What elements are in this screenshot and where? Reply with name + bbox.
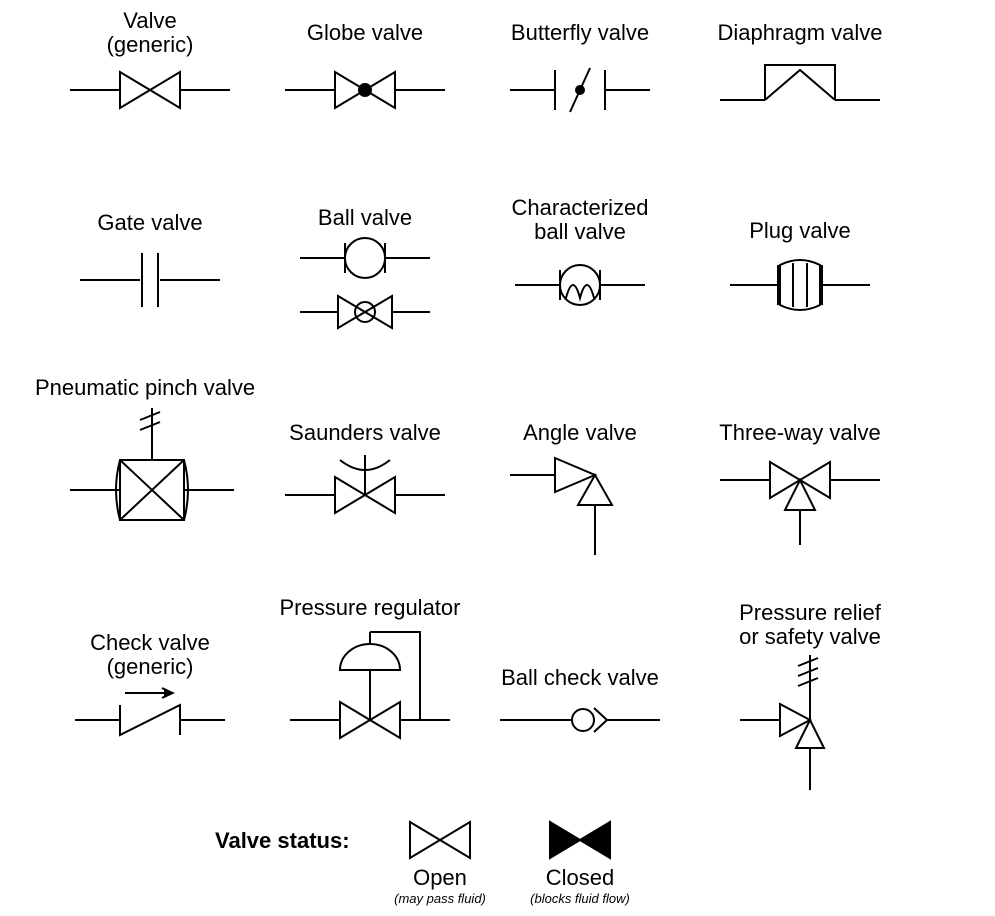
globe-valve-symbol: Globe valve	[285, 20, 445, 108]
plug-valve-symbol: Plug valve	[730, 218, 870, 310]
open-sublabel: (may pass fluid)	[394, 891, 486, 906]
char-ball-label-1: Characterized	[512, 195, 649, 220]
open-label: Open	[413, 865, 467, 890]
valve-generic-symbol: Valve (generic)	[70, 8, 230, 108]
valve-status-heading: Valve status:	[215, 828, 350, 853]
globe-valve-label: Globe valve	[307, 20, 423, 45]
pneumatic-pinch-label: Pneumatic pinch valve	[35, 375, 255, 400]
angle-valve-label: Angle valve	[523, 420, 637, 445]
check-valve-label-2: (generic)	[107, 654, 194, 679]
ball-valve-label: Ball valve	[318, 205, 412, 230]
plug-valve-label: Plug valve	[749, 218, 851, 243]
pressure-regulator-symbol: Pressure regulator	[280, 595, 461, 738]
check-valve-label-1: Check valve	[90, 630, 210, 655]
valve-symbols-diagram: Valve (generic) Globe valve Butterfly va…	[0, 0, 995, 916]
ball-check-valve-symbol: Ball check valve	[500, 665, 660, 732]
gate-valve-label: Gate valve	[97, 210, 202, 235]
gate-valve-symbol: Gate valve	[80, 210, 220, 307]
three-way-valve-label: Three-way valve	[719, 420, 880, 445]
butterfly-valve-symbol: Butterfly valve	[510, 20, 650, 112]
closed-label: Closed	[546, 865, 614, 890]
pressure-relief-valve-symbol: Pressure relief or safety valve	[739, 600, 882, 790]
valve-generic-label-2: (generic)	[107, 32, 194, 57]
closed-sublabel: (blocks fluid flow)	[530, 891, 630, 906]
ball-check-valve-label: Ball check valve	[501, 665, 659, 690]
characterized-ball-valve-symbol: Characterized ball valve	[512, 195, 649, 305]
char-ball-label-2: ball valve	[534, 219, 626, 244]
pressure-regulator-label: Pressure regulator	[280, 595, 461, 620]
angle-valve-symbol: Angle valve	[510, 420, 637, 555]
relief-valve-label-2: or safety valve	[739, 624, 881, 649]
saunders-valve-symbol: Saunders valve	[285, 420, 445, 513]
relief-valve-label-1: Pressure relief	[739, 600, 882, 625]
ball-valve-symbol: Ball valve	[300, 205, 430, 328]
saunders-valve-label: Saunders valve	[289, 420, 441, 445]
valve-generic-label-1: Valve	[123, 8, 176, 33]
diaphragm-valve-label: Diaphragm valve	[717, 20, 882, 45]
pneumatic-pinch-valve-symbol: Pneumatic pinch valve	[35, 375, 255, 520]
butterfly-valve-label: Butterfly valve	[511, 20, 649, 45]
check-valve-symbol: Check valve (generic)	[75, 630, 225, 735]
three-way-valve-symbol: Three-way valve	[719, 420, 880, 545]
valve-status-legend: Valve status: Open (may pass fluid) Clos…	[215, 822, 630, 906]
diaphragm-valve-symbol: Diaphragm valve	[717, 20, 882, 100]
